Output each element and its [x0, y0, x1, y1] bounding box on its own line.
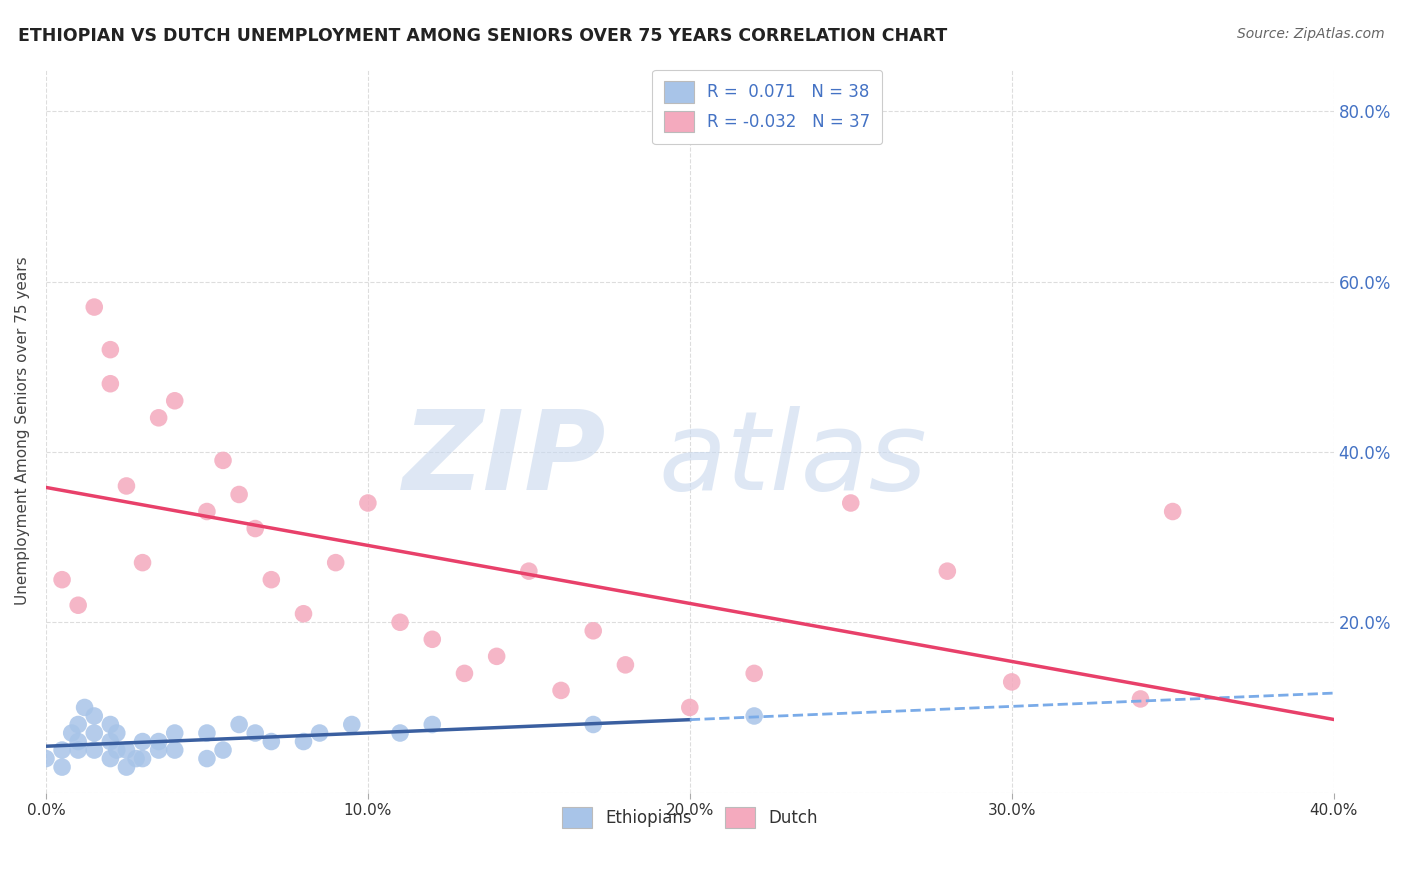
Point — [83, 743, 105, 757]
Point — [35, 751, 58, 765]
Point — [115, 743, 138, 757]
Point — [420, 717, 443, 731]
Point — [98, 343, 121, 357]
Point — [67, 717, 90, 731]
Text: Source: ZipAtlas.com: Source: ZipAtlas.com — [1237, 27, 1385, 41]
Point — [308, 726, 330, 740]
Point — [340, 717, 363, 731]
Point — [389, 726, 412, 740]
Point — [420, 632, 443, 647]
Point — [67, 599, 90, 613]
Point — [148, 743, 170, 757]
Point — [485, 649, 508, 664]
Point — [105, 743, 128, 757]
Point — [51, 573, 73, 587]
Point — [582, 717, 605, 731]
Point — [1001, 674, 1024, 689]
Legend: Ethiopians, Dutch: Ethiopians, Dutch — [555, 800, 824, 835]
Point — [73, 700, 96, 714]
Point — [614, 657, 637, 672]
Point — [742, 666, 765, 681]
Y-axis label: Unemployment Among Seniors over 75 years: Unemployment Among Seniors over 75 years — [15, 256, 30, 605]
Point — [936, 564, 959, 578]
Point — [98, 751, 121, 765]
Point — [148, 410, 170, 425]
Point — [195, 726, 218, 740]
Point — [292, 734, 315, 748]
Point — [67, 734, 90, 748]
Point — [98, 717, 121, 731]
Point — [1161, 504, 1184, 518]
Point — [67, 743, 90, 757]
Point — [115, 479, 138, 493]
Point — [51, 743, 73, 757]
Point — [195, 504, 218, 518]
Point — [245, 726, 267, 740]
Point — [125, 751, 148, 765]
Text: atlas: atlas — [658, 406, 927, 513]
Point — [83, 300, 105, 314]
Point — [582, 624, 605, 638]
Point — [115, 760, 138, 774]
Point — [260, 734, 283, 748]
Point — [83, 709, 105, 723]
Point — [292, 607, 315, 621]
Point — [163, 743, 186, 757]
Point — [228, 487, 250, 501]
Text: ZIP: ZIP — [402, 406, 606, 513]
Point — [212, 743, 235, 757]
Point — [212, 453, 235, 467]
Point — [131, 734, 153, 748]
Point — [163, 393, 186, 408]
Point — [389, 615, 412, 630]
Point — [325, 556, 347, 570]
Point — [245, 522, 267, 536]
Point — [105, 726, 128, 740]
Text: ETHIOPIAN VS DUTCH UNEMPLOYMENT AMONG SENIORS OVER 75 YEARS CORRELATION CHART: ETHIOPIAN VS DUTCH UNEMPLOYMENT AMONG SE… — [18, 27, 948, 45]
Point — [357, 496, 380, 510]
Point — [195, 751, 218, 765]
Point — [98, 734, 121, 748]
Point — [60, 726, 83, 740]
Point — [679, 700, 702, 714]
Point — [453, 666, 475, 681]
Point — [98, 376, 121, 391]
Point — [228, 717, 250, 731]
Point — [131, 556, 153, 570]
Point — [148, 734, 170, 748]
Point — [260, 573, 283, 587]
Point — [51, 760, 73, 774]
Point — [742, 709, 765, 723]
Point — [131, 751, 153, 765]
Point — [1129, 692, 1152, 706]
Point — [517, 564, 540, 578]
Point — [839, 496, 862, 510]
Point — [550, 683, 572, 698]
Point — [83, 726, 105, 740]
Point — [163, 726, 186, 740]
